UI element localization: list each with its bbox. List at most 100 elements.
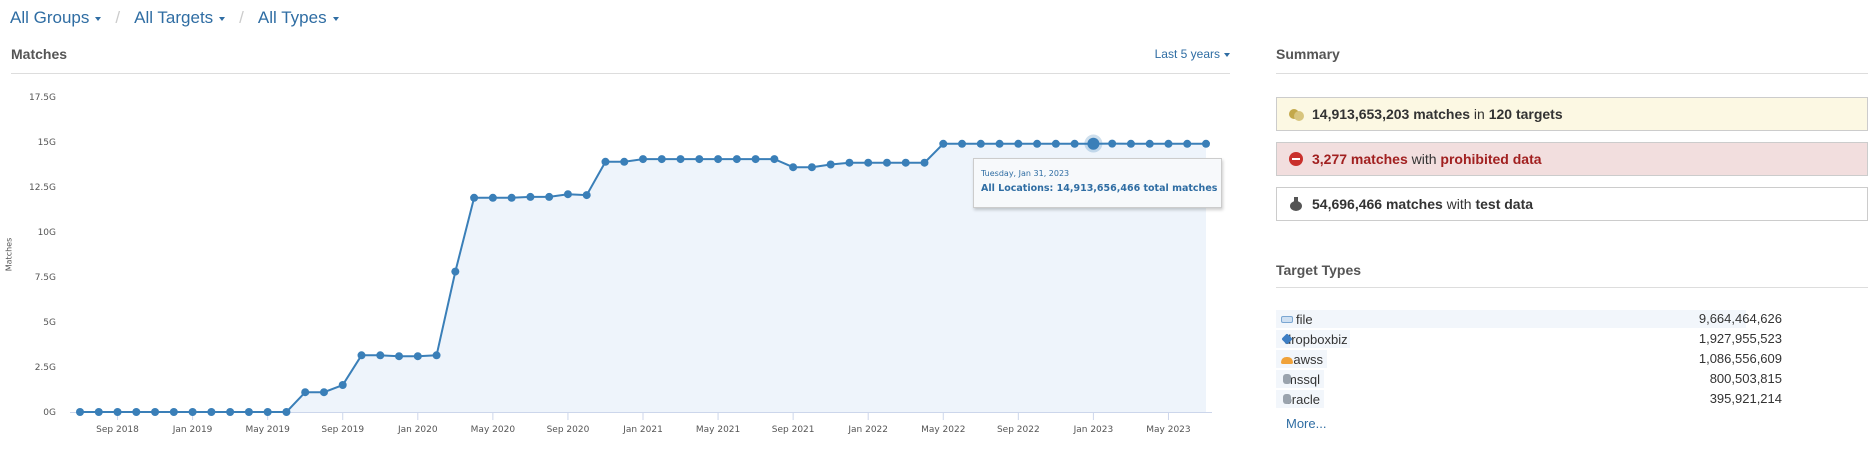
y-tick-label: 17.5G: [29, 93, 56, 103]
all-types-label: All Types: [257, 8, 327, 27]
data-point: [432, 351, 441, 360]
breadcrumb-separator: /: [239, 8, 244, 27]
data-point: [657, 155, 666, 164]
test-data-label: test data: [1475, 196, 1534, 212]
summary-title: Summary: [1276, 46, 1340, 62]
data-point: [395, 352, 404, 361]
target-type-row[interactable]: awss: [1276, 350, 1746, 368]
data-point: [695, 155, 704, 164]
target-type-row[interactable]: file: [1276, 310, 1746, 328]
target-type-count: 1,927,955,523: [1698, 331, 1782, 346]
target-type-name-cell: mssql: [1276, 370, 1324, 388]
summary-test-data-row[interactable]: 54,696,466 matches with test data: [1276, 187, 1868, 221]
all-targets-dropdown[interactable]: All Targets: [134, 8, 226, 28]
data-point: [751, 155, 760, 164]
all-groups-dropdown[interactable]: All Groups: [10, 8, 102, 28]
tooltip-date: Tuesday, Jan 31, 2023: [981, 169, 1070, 178]
summary-text: in: [1470, 106, 1489, 122]
data-point: [413, 352, 422, 361]
data-point: [1033, 139, 1042, 148]
data-point: [169, 408, 178, 416]
data-point: [132, 408, 141, 416]
data-point: [1051, 139, 1060, 148]
caret-down-icon: [332, 16, 339, 21]
data-point: [601, 157, 610, 166]
data-point: [620, 157, 629, 166]
data-point: [507, 193, 516, 202]
total-targets-count: 120 targets: [1488, 106, 1563, 122]
all-groups-label: All Groups: [10, 8, 90, 27]
data-point: [357, 351, 366, 360]
data-point: [282, 408, 291, 416]
x-tick-label: May 2023: [1146, 425, 1190, 435]
x-tick-label: May 2021: [696, 425, 740, 435]
caret-down-icon: [1224, 52, 1230, 57]
data-point: [901, 158, 910, 167]
target-types-title: Target Types: [1276, 262, 1362, 278]
y-tick-label: 7.5G: [35, 273, 56, 283]
data-point: [319, 388, 328, 397]
breadcrumb-separator: /: [115, 8, 121, 27]
y-tick-label: 2.5G: [35, 363, 56, 373]
all-types-dropdown[interactable]: All Types: [258, 8, 339, 28]
target-type-name-cell: oracle: [1276, 390, 1324, 408]
target-type-row[interactable]: dropboxbiz: [1276, 330, 1746, 348]
target-type-count: 1,086,556,609: [1698, 351, 1782, 366]
data-point: [882, 158, 891, 167]
data-point: [451, 267, 460, 276]
data-point: [563, 190, 572, 199]
x-tick-label: May 2019: [245, 425, 290, 435]
data-point: [76, 408, 84, 416]
data-point: [807, 163, 816, 172]
x-tick-label: Jan 2019: [172, 425, 213, 435]
divider: [11, 73, 1230, 74]
data-point: [939, 139, 948, 148]
test-data-matches-count: 54,696,466 matches: [1312, 196, 1443, 212]
y-tick-label: 0G: [43, 408, 56, 418]
data-point: [826, 160, 835, 169]
data-point: [113, 408, 122, 416]
data-point: [1126, 139, 1135, 148]
data-point: [207, 408, 216, 416]
x-tick-label: Sep 2018: [96, 425, 139, 435]
x-tick-label: Sep 2021: [772, 425, 815, 435]
data-point: [770, 155, 779, 164]
summary-prohibited-row[interactable]: 3,277 matches with prohibited data: [1276, 142, 1868, 176]
time-range-dropdown[interactable]: Last 5 years: [1155, 47, 1230, 61]
area-fill: [80, 143, 1206, 412]
drive-icon: [1281, 314, 1293, 324]
data-point: [226, 408, 235, 416]
target-type-name-cell: dropboxbiz: [1276, 330, 1350, 348]
data-point: [94, 408, 103, 416]
data-point: [188, 408, 197, 416]
more-target-types-link[interactable]: More...: [1286, 416, 1327, 431]
breadcrumb: All Groups / All Targets / All Types: [10, 8, 339, 28]
data-point: [976, 139, 985, 148]
x-tick-label: Jan 2020: [397, 425, 438, 435]
data-point: [995, 139, 1004, 148]
x-tick-label: Sep 2019: [321, 425, 364, 435]
total-matches-count: 14,913,653,203 matches: [1312, 106, 1471, 122]
target-type-name: awss: [1293, 351, 1323, 367]
divider: [1276, 73, 1868, 74]
data-point: [1087, 137, 1100, 150]
y-tick-label: 10G: [38, 228, 56, 238]
data-point: [301, 388, 310, 397]
target-type-row[interactable]: oracle: [1276, 390, 1746, 408]
data-point: [676, 155, 685, 164]
data-point: [639, 155, 647, 164]
x-tick-label: May 2020: [471, 425, 516, 435]
data-point: [789, 163, 798, 172]
caret-down-icon: [95, 16, 102, 21]
y-tick-label: 5G: [43, 318, 56, 328]
y-tick-label: 15G: [38, 138, 56, 148]
summary-matches-row[interactable]: 14,913,653,203 matches in 120 targets: [1276, 97, 1868, 131]
data-point: [1164, 139, 1173, 148]
time-range-label: Last 5 years: [1154, 47, 1220, 61]
aws-cloud-icon: [1281, 354, 1293, 364]
y-tick-label: 12.5G: [29, 183, 56, 193]
data-point: [582, 191, 591, 200]
data-point: [1070, 139, 1079, 148]
x-tick-label: Jan 2021: [622, 425, 663, 435]
target-type-row[interactable]: mssql: [1276, 370, 1746, 388]
